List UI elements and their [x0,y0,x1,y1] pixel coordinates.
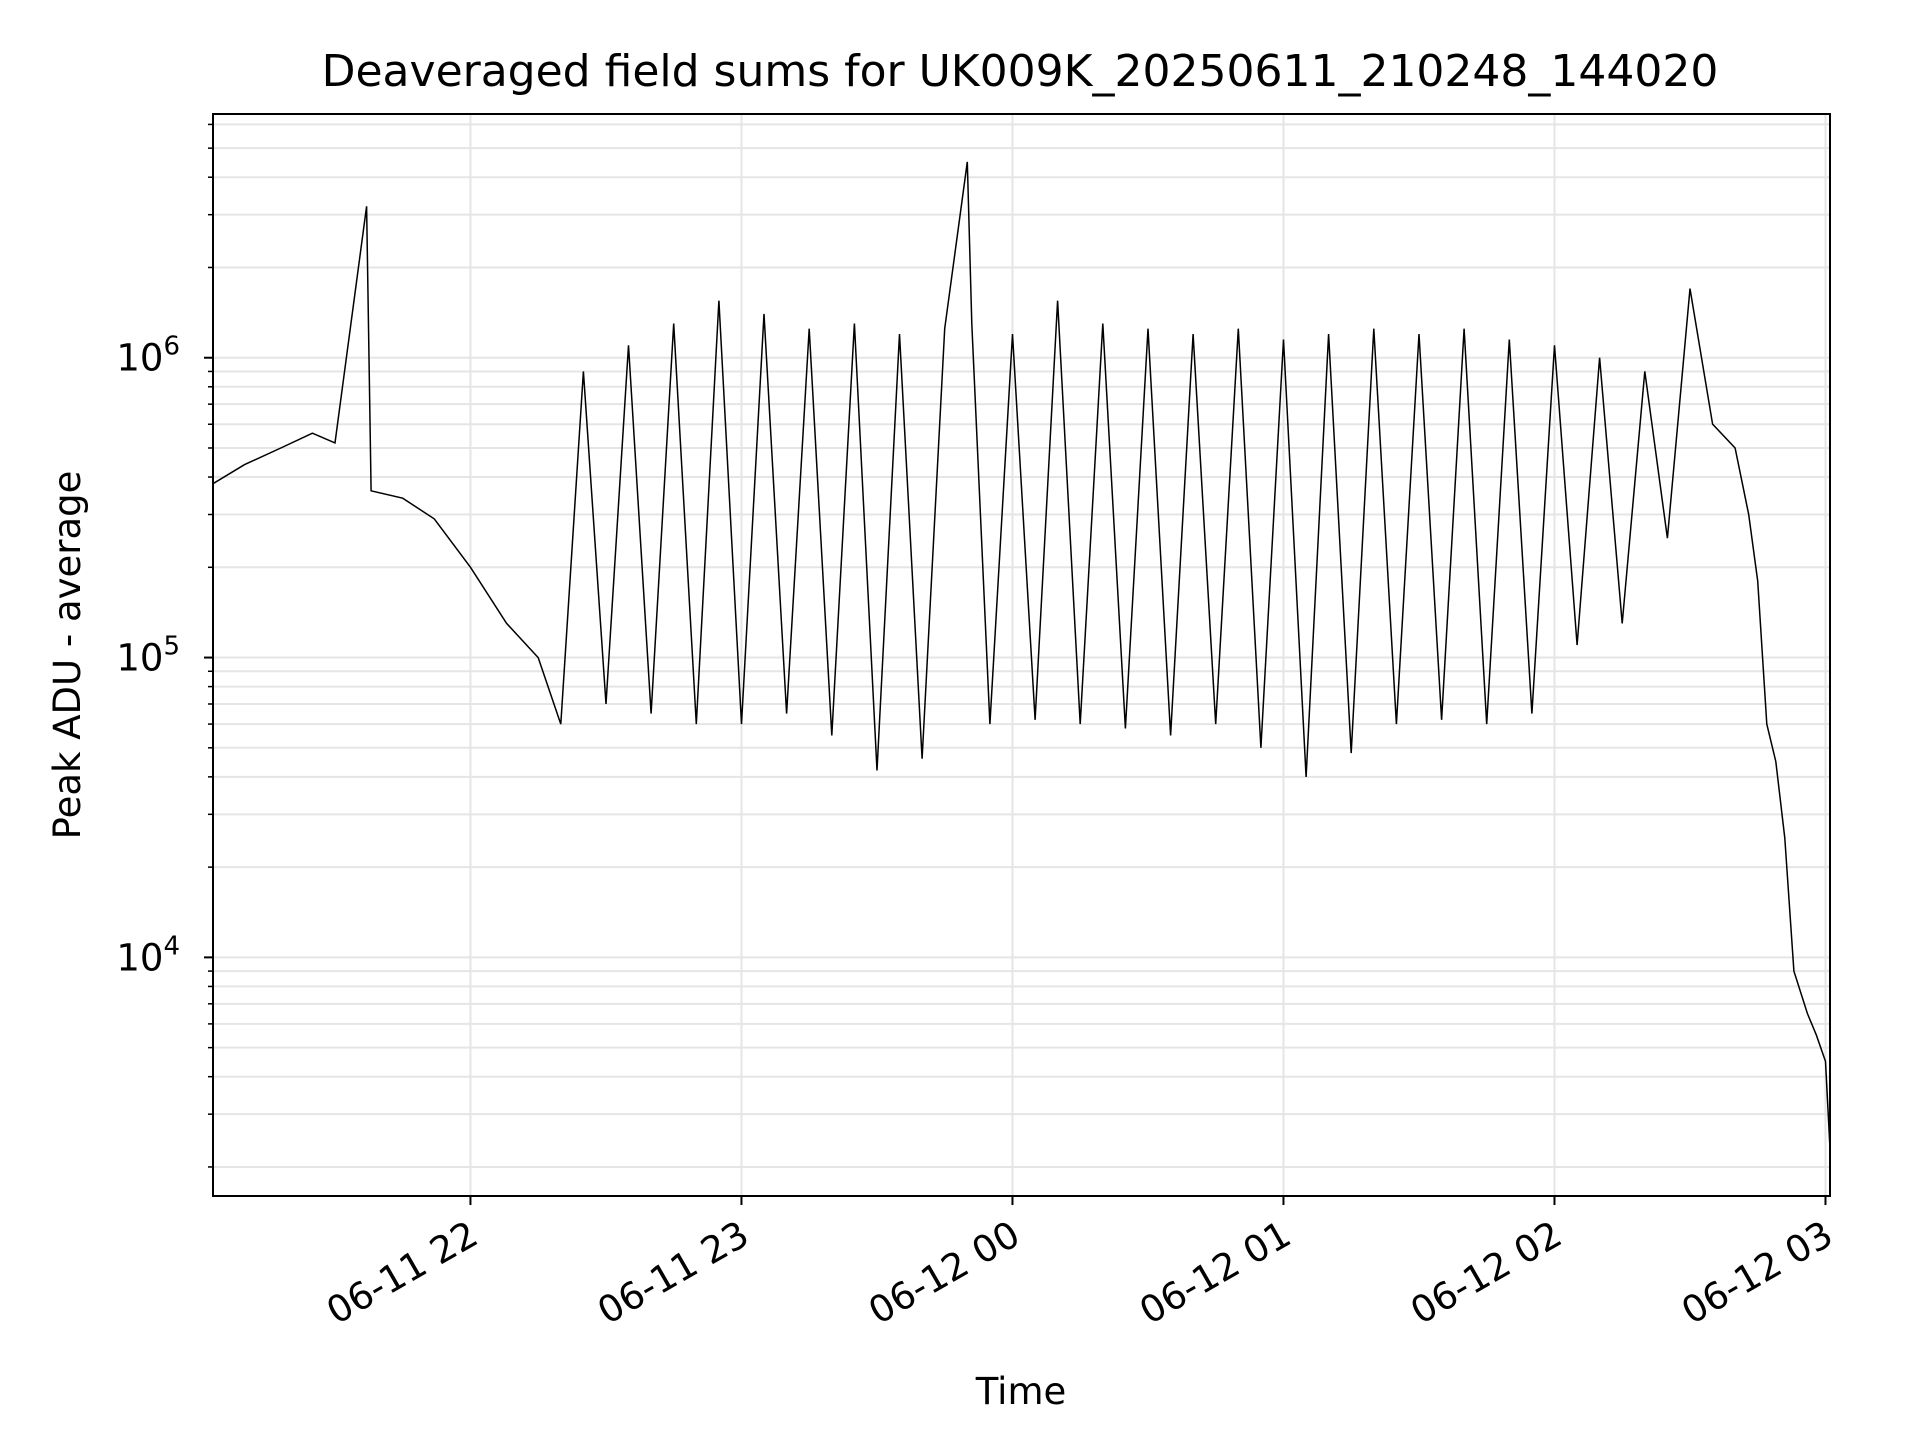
plot-area [212,161,1831,1149]
y-tick-label: 104 [116,931,180,979]
chart-title: Deaveraged field sums for UK009K_2025061… [322,46,1719,97]
grid [213,114,1830,1196]
axes-frame [212,113,1831,1197]
y-tick-label: 106 [116,332,180,380]
x-axis-label: Time [975,1370,1067,1413]
y-tick-label: 105 [116,632,180,680]
y-axis-label: Peak ADU - average [46,471,89,840]
series-line [212,161,1831,1149]
